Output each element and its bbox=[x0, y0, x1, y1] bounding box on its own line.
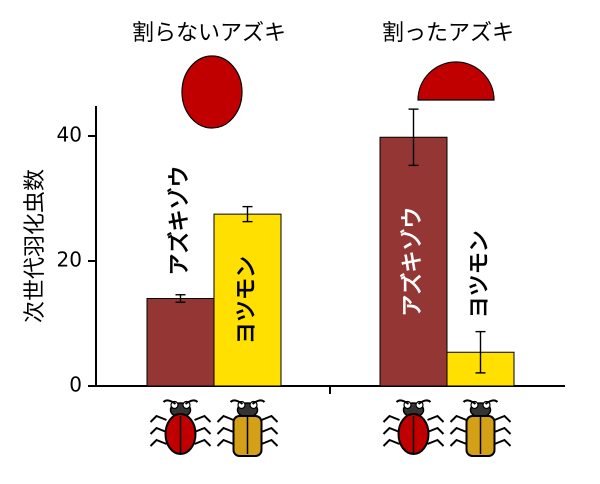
bar-label-yotsumon-group1: ヨツモン bbox=[235, 256, 260, 344]
group-title-split: 割ったアズキ bbox=[382, 21, 514, 46]
tan-beetle-icon bbox=[216, 399, 279, 457]
whole-seed-icon bbox=[181, 55, 243, 129]
bar-azukizou-group2 bbox=[379, 136, 448, 387]
red-beetle-icon bbox=[149, 399, 212, 455]
bar-label-yotsumon-group2: ヨツモン bbox=[468, 230, 493, 318]
y-tick-label: 0 bbox=[69, 373, 82, 397]
split-seed-icon bbox=[417, 61, 495, 101]
bar-azukizou-group1 bbox=[146, 298, 215, 387]
bar-label-azukizou-group2: アズキゾウ bbox=[400, 207, 426, 317]
tan-beetle-icon bbox=[449, 399, 512, 457]
bar-label-azukizou-group1: アズキゾウ bbox=[167, 165, 193, 275]
bar-yotsumon-group1 bbox=[213, 213, 282, 387]
group-title-whole: 割らないアズキ bbox=[132, 21, 286, 46]
red-beetle-icon bbox=[382, 399, 445, 455]
y-tick-label: 40 bbox=[57, 123, 82, 147]
y-tick-label: 20 bbox=[57, 248, 82, 272]
y-axis-label: 次世代羽化虫数 bbox=[23, 169, 48, 323]
